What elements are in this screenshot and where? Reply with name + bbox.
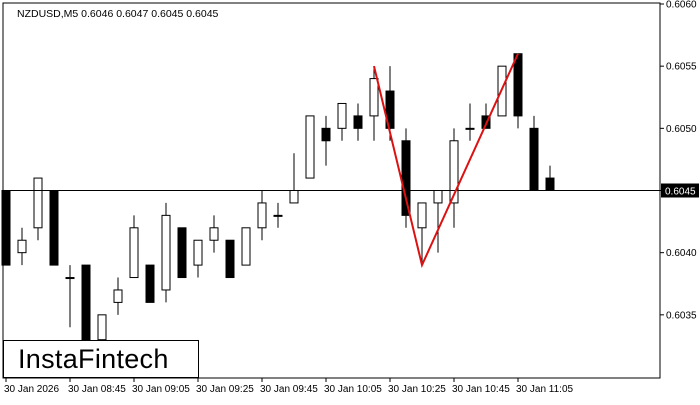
candle-body-bearish (513, 53, 523, 117)
candle-body-bullish (369, 78, 379, 117)
candle-body-bullish (193, 239, 203, 266)
pattern-line (373, 53, 519, 269)
overlay-layer (3, 53, 660, 269)
candle (65, 265, 75, 328)
candle-body-bullish (289, 190, 299, 204)
x-tick-label: 30 Jan 08:45 (68, 384, 126, 395)
axes-layer: 0.60600.60550.60500.60450.60400.60350.60… (2, 0, 699, 395)
candle (337, 102, 347, 141)
candle-body-bullish (33, 177, 43, 229)
candle (465, 103, 475, 141)
candle (193, 239, 203, 278)
y-tick-label: 0.6055 (666, 62, 697, 73)
y-tick-label: 0.6060 (666, 0, 697, 11)
candle (273, 202, 283, 228)
current-price-label-bg (661, 183, 699, 198)
candle (353, 103, 363, 141)
candle-body-bearish (545, 177, 555, 191)
candle-body-bearish (353, 115, 363, 129)
y-tick-label: 0.6035 (666, 310, 697, 321)
x-tick-label: 30 Jan 10:25 (388, 384, 446, 395)
candle (177, 227, 187, 279)
candle (81, 264, 91, 341)
candle-body-bullish (209, 227, 219, 241)
candle-body-bullish (17, 239, 27, 254)
candle-body-bullish (305, 115, 315, 179)
x-tick-label: 30 Jan 10:05 (324, 384, 382, 395)
candle (17, 227, 27, 266)
candle (129, 215, 139, 279)
y-tick-label: 0.6040 (666, 248, 697, 259)
candle-body-bullish (417, 202, 427, 229)
candle (449, 128, 459, 228)
candle-body-bearish (145, 264, 155, 303)
candle (257, 190, 267, 241)
x-tick-label: 30 Jan 09:45 (260, 384, 318, 395)
x-tick-label: 30 Jan 10:45 (452, 384, 510, 395)
candle-body-bearish (465, 127, 475, 130)
candle-body-bullish (161, 214, 171, 291)
current-price-label-text: 0.6045 (665, 187, 696, 198)
candle-body-bearish (529, 127, 539, 191)
candle (145, 264, 155, 303)
y-tick-label: 0.6050 (666, 124, 697, 135)
candle-body-bullish (113, 289, 123, 303)
candle (161, 202, 171, 303)
candle (241, 227, 251, 266)
candle-body-bearish (273, 214, 283, 217)
candle-body-bullish (433, 190, 443, 204)
candle-body-bullish (337, 102, 347, 129)
candle-body-bullish (97, 314, 107, 341)
candle-body-bearish (321, 127, 331, 142)
candle (49, 190, 59, 266)
x-tick-label: 30 Jan 2026 (4, 384, 59, 395)
current-price-label: 0.6045 (661, 183, 699, 198)
candle-body-bearish (65, 277, 75, 280)
candle (209, 215, 219, 253)
candle-body-bullish (449, 140, 459, 204)
candle-body-bullish (241, 227, 251, 266)
chart-header-symbol: NZDUSD,M5 0.6046 0.6047 0.6045 0.6045 (17, 8, 219, 20)
candle-body-bearish (225, 239, 235, 279)
candle (33, 177, 43, 241)
candle-body-bullish (129, 227, 139, 279)
brand-logo-text: InstaFintech (18, 344, 169, 374)
candle-body-bearish (81, 264, 91, 341)
candles-layer (1, 53, 555, 365)
candle (225, 239, 235, 279)
x-tick-label: 30 Jan 11:05 (516, 384, 574, 395)
candle (369, 66, 379, 141)
x-tick-label: 30 Jan 09:05 (132, 384, 190, 395)
candle-body-bearish (177, 227, 187, 279)
candle (113, 277, 123, 315)
candle-body-bearish (49, 190, 59, 266)
candle-body-bearish (401, 140, 411, 216)
brand-logo: InstaFintech (3, 340, 199, 378)
candle (305, 115, 315, 179)
x-tick-label: 30 Jan 09:25 (196, 384, 254, 395)
candle (321, 115, 331, 166)
candle-body-bullish (257, 202, 267, 229)
candle (417, 202, 427, 266)
